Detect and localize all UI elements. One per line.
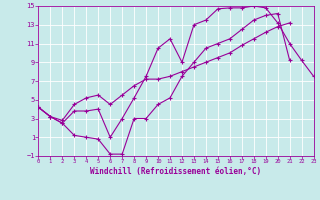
X-axis label: Windchill (Refroidissement éolien,°C): Windchill (Refroidissement éolien,°C): [91, 167, 261, 176]
